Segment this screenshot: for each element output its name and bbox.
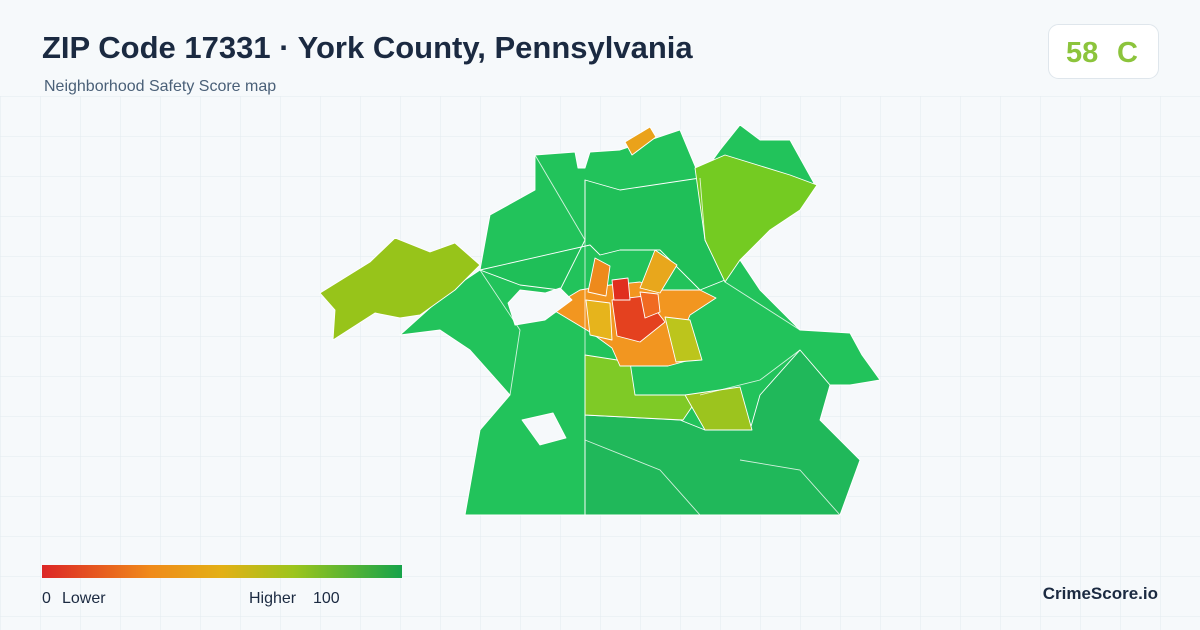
boundary (479, 269, 521, 396)
hole (507, 287, 573, 326)
region (319, 237, 481, 341)
score-badge (1048, 24, 1159, 79)
score-value: 58 (1066, 37, 1098, 69)
region (639, 291, 661, 319)
region (587, 257, 611, 297)
boundary (699, 177, 706, 241)
score-grade: C (1117, 37, 1138, 69)
boundary (724, 281, 801, 331)
brand: CrimeScore.io (1043, 584, 1158, 603)
title: ZIP Code 17331 · York County, Pennsylvan… (42, 30, 693, 65)
hole (521, 412, 567, 446)
zip-map (319, 124, 881, 516)
legend-bar (42, 565, 402, 578)
boundary (739, 459, 841, 516)
boundary (534, 154, 586, 241)
region (584, 349, 861, 516)
boundary (584, 439, 701, 516)
region (585, 299, 613, 341)
legend-max: 100 (313, 590, 340, 607)
legend-min-label: Lower (62, 590, 106, 607)
region (611, 277, 631, 301)
region (664, 316, 703, 363)
legend-max-label: Higher (249, 590, 297, 607)
region (639, 249, 678, 294)
legend-min: 0 (42, 590, 51, 607)
boundary (699, 349, 801, 396)
region (694, 154, 818, 283)
subtitle: Neighborhood Safety Score map (44, 78, 276, 95)
region (624, 126, 657, 156)
